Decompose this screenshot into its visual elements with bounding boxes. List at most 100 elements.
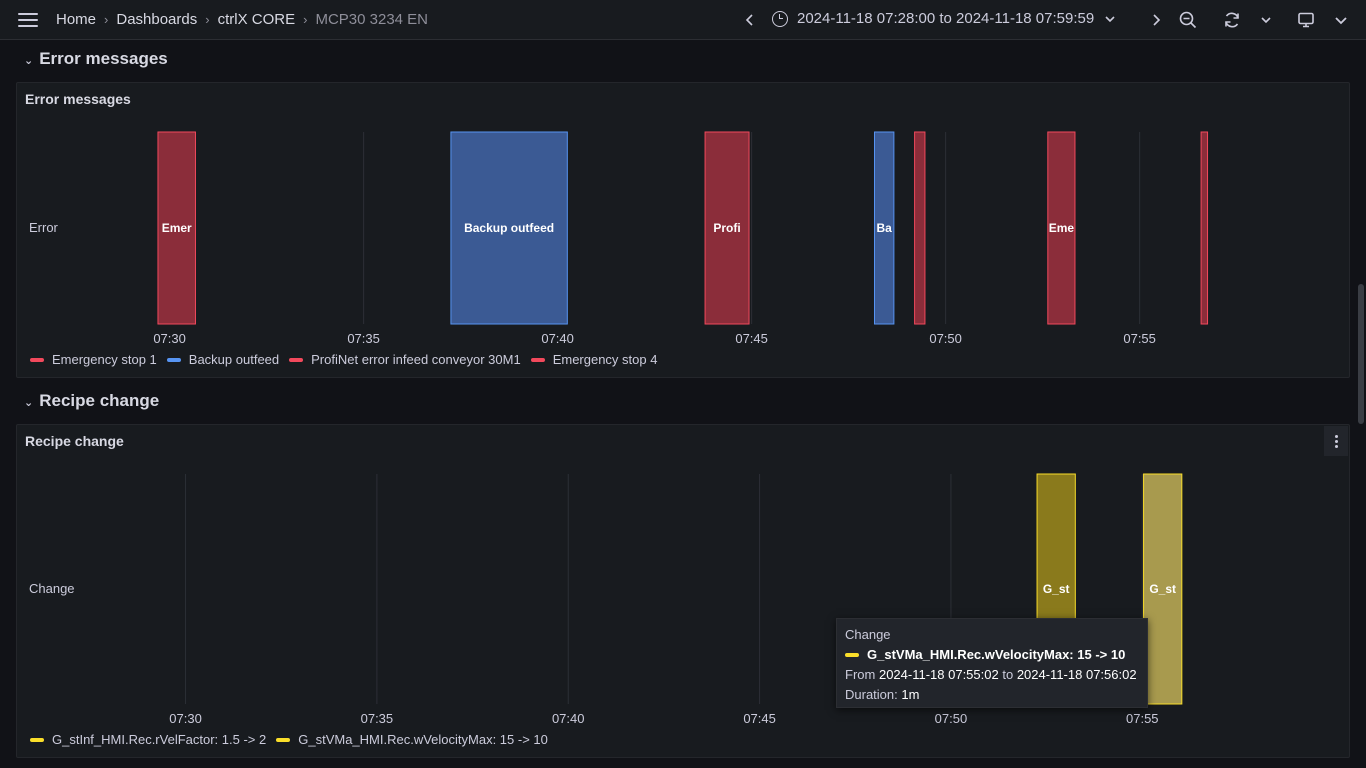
view-mode-dropdown[interactable] [1332,10,1350,30]
panel-menu-button[interactable] [1324,426,1348,456]
tooltip-series: G_stVMa_HMI.Rec.wVelocityMax: 15 -> 10 [845,647,1139,662]
segment-label: Ba [877,221,893,235]
zoom-out-icon [1179,11,1197,29]
legend-swatch [845,652,859,657]
segment-label: Backup outfeed [464,221,554,235]
legend-swatch [30,737,44,742]
x-tick-label: 07:50 [929,331,962,346]
segment-label: Eme [1049,221,1075,235]
x-tick-label: 07:30 [153,331,186,346]
legend-item[interactable]: Emergency stop 4 [530,352,658,367]
legend-swatch [276,737,291,742]
segment-label: G_st [1149,582,1176,596]
x-tick-label: 07:35 [347,331,380,346]
x-tick-label: 07:40 [552,711,585,726]
tooltip-duration-label: Duration: [845,687,898,702]
chevron-left-icon [745,14,753,26]
legend-item[interactable]: ProfiNet error infeed conveyor 30M1 [289,352,521,367]
time-shift-back-button[interactable] [742,10,758,30]
legend-item[interactable]: Emergency stop 1 [30,352,157,367]
x-tick-label: 07:40 [541,331,574,346]
dashboard-title: MCP30 3234 EN [315,11,429,28]
tooltip-duration: Duration: 1m [845,687,1139,702]
timeline-segment[interactable] [157,131,196,325]
monitor-icon [1298,12,1314,28]
chevron-down-icon [1105,15,1115,22]
legend-swatch [30,357,44,362]
timeline-segment[interactable] [914,131,926,325]
tooltip-from-label: From [845,667,876,682]
row-header-recipe-change[interactable]: ⌄ Recipe change [24,391,159,411]
x-tick-label: 07:50 [935,711,968,726]
legend-swatch [166,357,181,362]
legend-item[interactable]: G_stInf_HMI.Rec.rVelFactor: 1.5 -> 2 [30,732,266,747]
segment-label: Profi [713,221,740,235]
breadcrumb: Home › Dashboards › ctrlX CORE › MCP30 3… [56,11,428,28]
x-tick-label: 07:55 [1126,711,1159,726]
breadcrumb-separator-icon: › [205,12,210,27]
segment-label: G_st [1043,582,1070,596]
error-messages-timeline: Error 07:30 07:35 07:40 07:45 07:50 07:55 Emer B… [29,131,1209,346]
breadcrumb-dashboards[interactable]: Dashboards [116,11,198,28]
x-tick-label: 07:35 [361,711,394,726]
time-range-picker[interactable]: 2024-11-18 07:28:00 to 2024-11-18 07:59:… [772,10,1116,27]
panel-error-messages: Error messages Error 07:30 07:35 07:40 07:45… [16,82,1350,378]
time-range-label: 2024-11-18 07:28:00 to 2024-11-18 07:59:… [797,10,1095,27]
refresh-icon [1225,12,1239,28]
legend-item[interactable]: G_stVMa_HMI.Rec.wVelocityMax: 15 -> 10 [276,732,548,747]
chevron-down-icon [1261,17,1271,24]
tooltip-to: 2024-11-18 07:56:02 [1016,667,1137,682]
segment-label: Emer [162,221,192,235]
clock-icon [772,10,788,27]
row-label: Error [29,220,59,235]
legend-label: G_stInf_HMI.Rec.rVelFactor: 1.5 -> 2 [52,732,267,747]
timeline-segment[interactable] [1143,473,1183,705]
tooltip-from: 2024-11-18 07:55:02 [878,667,999,682]
legend-swatch [289,357,304,362]
panel-legend: Emergency stop 1 Backup outfeed ProfiNet e… [30,352,667,367]
legend-label: Emergency stop 4 [552,352,658,367]
timeline-segment[interactable] [1047,131,1076,325]
timeline-segment[interactable] [873,131,895,325]
legend-label: Backup outfeed [188,352,280,367]
panel-title: Error messages [25,91,131,107]
timeline-segment[interactable] [450,131,568,325]
view-mode-button[interactable] [1296,10,1316,30]
panel-recipe-change: Recipe change Change 07:30 07:35 07:40 07:45… [16,424,1350,758]
timeline-segment[interactable] [704,131,750,325]
page-scrollbar[interactable] [1358,284,1364,424]
refresh-interval-dropdown[interactable] [1258,10,1274,30]
tooltip-title: Change [845,627,891,642]
breadcrumb-separator-icon: › [104,12,109,27]
legend-label: Emergency stop 1 [52,352,157,367]
row-title: Recipe change [39,391,160,410]
breadcrumb-separator-icon: › [303,12,308,27]
top-navbar: Home › Dashboards › ctrlX CORE › MCP30 3… [0,0,1366,40]
legend-label: ProfiNet error infeed conveyor 30M1 [311,352,521,367]
recipe-change-timeline: Change 07:30 07:35 07:40 07:45 07:50 07:55 G_st… [29,473,1183,726]
row-title: Error messages [39,49,168,68]
chevron-down-icon: ⌄ [24,54,34,67]
x-tick-label: 07:45 [743,711,776,726]
tooltip-duration-value: 1m [901,687,920,702]
time-shift-forward-button[interactable] [1148,10,1164,30]
chart-tooltip: Change G_stVMa_HMI.Rec.wVelocityMax: 15 … [836,618,1148,708]
tooltip-time-range: From 2024-11-18 07:55:02 to 2024-11-18 0… [845,667,1139,682]
legend-swatch [530,357,545,362]
row-header-error-messages[interactable]: ⌄ Error messages [24,49,168,69]
legend-item[interactable]: Backup outfeed [166,352,280,367]
panel-title: Recipe change [25,433,124,449]
menu-icon[interactable] [18,13,38,27]
x-tick-label: 07:55 [1123,331,1156,346]
x-tick-label: 07:45 [735,331,768,346]
timeline-segment[interactable] [1200,131,1209,325]
row-label: Change [29,581,75,596]
legend-label: G_stVMa_HMI.Rec.wVelocityMax: 15 -> 10 [298,732,548,747]
chevron-right-icon [1153,14,1161,26]
breadcrumb-home[interactable]: Home [56,11,97,28]
tooltip-to-label: to [1002,667,1014,682]
breadcrumb-folder[interactable]: ctrlX CORE [217,11,296,28]
refresh-button[interactable] [1222,10,1242,30]
panel-legend: G_stInf_HMI.Rec.rVelFactor: 1.5 -> 2 G_st… [30,732,558,747]
zoom-out-button[interactable] [1178,10,1198,30]
